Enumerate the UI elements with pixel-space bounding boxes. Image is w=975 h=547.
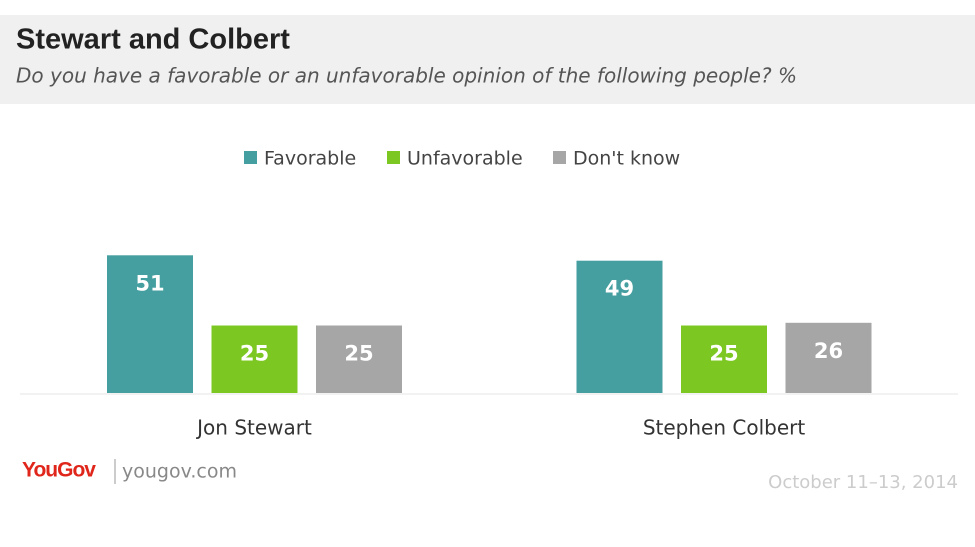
legend-label: Don't know <box>573 148 680 170</box>
chart-subtitle: Do you have a favorable or an unfavorabl… <box>16 64 797 88</box>
bar <box>107 255 193 393</box>
legend-swatch <box>387 151 400 164</box>
chart-title: Stewart and Colbert <box>16 24 290 56</box>
legend-label: Favorable <box>264 148 356 170</box>
legend-swatch <box>553 151 566 164</box>
data-label: 51 <box>135 271 164 295</box>
site: yougov.com <box>122 461 237 483</box>
legend-label: Unfavorable <box>407 148 523 170</box>
logo: YouGov <box>22 459 96 482</box>
x-tick-label: Stephen Colbert <box>643 416 806 440</box>
header-band <box>0 15 975 104</box>
data-label: 25 <box>709 342 738 366</box>
bar <box>681 325 767 393</box>
data-label: 49 <box>605 277 634 301</box>
data-label: 25 <box>344 342 373 366</box>
bar <box>316 325 402 393</box>
bar <box>576 260 663 393</box>
date: October 11–13, 2014 <box>768 472 958 493</box>
bar <box>785 322 872 393</box>
data-label: 25 <box>240 342 269 366</box>
x-tick-label: Jon Stewart <box>195 416 312 440</box>
data-label: 26 <box>814 339 843 363</box>
legend-swatch <box>244 151 257 164</box>
bar <box>211 325 298 393</box>
